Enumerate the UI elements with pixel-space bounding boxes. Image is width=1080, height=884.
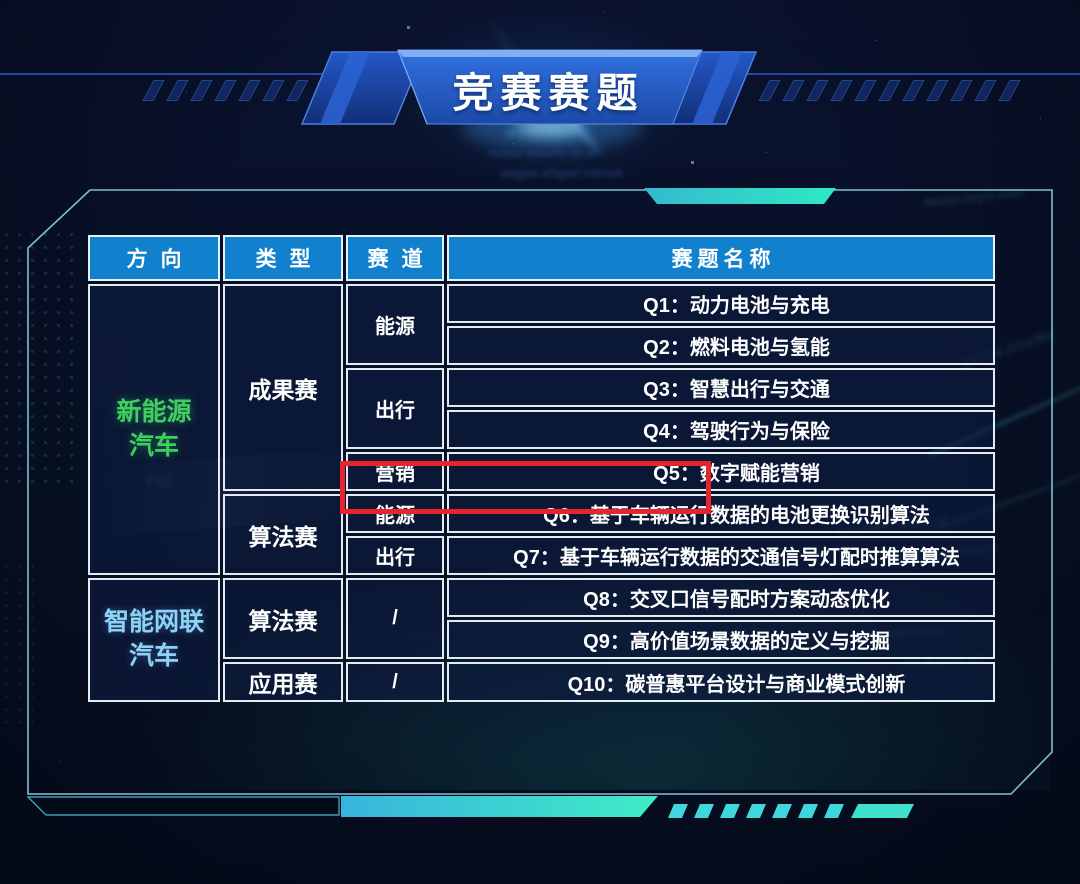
- cell-track-energy-2: 能源: [346, 494, 444, 533]
- page-title: 竞赛赛题: [452, 70, 645, 116]
- cell-topic-q6: Q6：基于车辆运行数据的电池更换识别算法: [447, 494, 995, 533]
- cell-track-energy: 能源: [346, 284, 444, 365]
- cell-track-travel-2: 出行: [346, 536, 444, 575]
- cell-track-marketing: 营销: [346, 452, 444, 491]
- cell-track-slash-1: /: [346, 578, 444, 659]
- cell-topic-q9: Q9：高价值场景数据的定义与挖掘: [447, 620, 995, 659]
- direction-line: 汽车: [128, 431, 179, 460]
- background-text-fragment: massa turpis nunc: [923, 184, 1027, 211]
- topics-table: 方向 类型 赛道 赛题名称 新能源 汽车 成果赛 能源 Q1：动力电池与充电 Q…: [85, 232, 998, 705]
- cell-topic-q7: Q7：基于车辆运行数据的交通信号灯配时推算算法: [447, 536, 995, 575]
- hazard-stripes-right: [758, 80, 1021, 101]
- direction-line: 汽车: [128, 642, 179, 670]
- cell-type-algorithm-1: 算法赛: [223, 494, 343, 575]
- direction-line: 新能源: [116, 397, 192, 426]
- cell-topic-q4: Q4：驾驶行为与保险: [447, 410, 995, 449]
- cell-direction-icv: 智能网联 汽车: [88, 578, 220, 702]
- cell-direction-new-energy: 新能源 汽车: [88, 284, 220, 575]
- table-row: 算法赛 能源 Q6：基于车辆运行数据的电池更换识别算法: [88, 494, 995, 575]
- header-track: 赛道: [346, 235, 444, 281]
- cell-track-travel: 出行: [346, 368, 444, 449]
- top-right-deco-line: [744, 73, 1080, 75]
- dot-grid-texture: [0, 560, 44, 730]
- header-type: 类型: [223, 235, 343, 281]
- bottom-bright-bar: [341, 796, 658, 817]
- bottom-dark-bar: [26, 796, 340, 816]
- cell-topic-q2: Q2：燃料电池与氢能: [447, 326, 995, 365]
- cell-type-algorithm-2: 算法赛: [223, 578, 343, 659]
- cell-topic-q3: Q3：智慧出行与交通: [447, 368, 995, 407]
- header-topic-name: 赛题名称: [447, 235, 995, 281]
- cell-topic-q1: Q1：动力电池与充电: [447, 284, 995, 323]
- cell-topic-q5: Q5：数字赋能营销: [447, 452, 995, 491]
- noise-specks: [0, 0, 1, 1]
- cell-type-application: 应用赛: [223, 662, 343, 702]
- table-row: 智能网联 汽车 算法赛 / Q8：交叉口信号配时方案动态优化: [88, 578, 995, 702]
- dot-grid-texture: [0, 228, 78, 488]
- cell-track-slash-2: /: [346, 662, 444, 702]
- frame-top-accent: [644, 188, 836, 204]
- table-row: 新能源 汽车 成果赛 能源 Q1：动力电池与充电: [88, 284, 995, 575]
- top-left-deco-line: [0, 73, 338, 75]
- bottom-hazard-stripes: [668, 804, 914, 818]
- cell-type-achievement: 成果赛: [223, 284, 343, 491]
- direction-line: 智能网联: [103, 608, 204, 637]
- cell-topic-q8: Q8：交叉口信号配时方案动态优化: [447, 578, 995, 617]
- header-direction: 方向: [88, 235, 220, 281]
- table-row: 应用赛 / Q10：碳普惠平台设计与商业模式创新: [88, 662, 995, 702]
- hazard-stripes-left: [142, 80, 381, 101]
- table-header-row: 方向 类型 赛道 赛题名称: [88, 235, 995, 281]
- cell-topic-q10: Q10：碳普惠平台设计与商业模式创新: [447, 662, 995, 702]
